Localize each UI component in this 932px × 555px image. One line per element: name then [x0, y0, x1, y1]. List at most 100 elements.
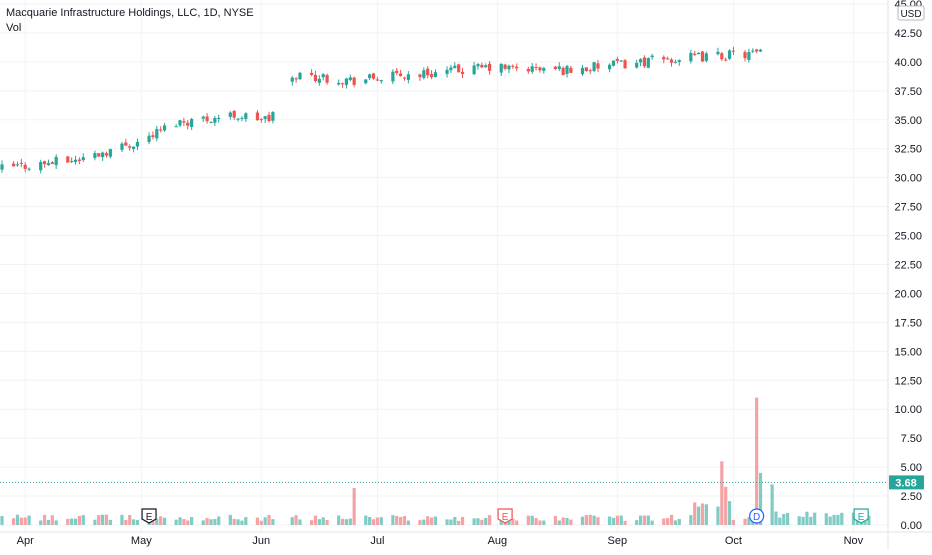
volume-bar	[162, 517, 167, 525]
candle-body	[650, 55, 654, 58]
volume-bar	[809, 516, 813, 525]
volume-bar	[321, 517, 325, 525]
candle	[650, 53, 654, 60]
last-price-badge	[889, 475, 924, 490]
candle	[623, 58, 627, 69]
volume-bar	[422, 519, 426, 525]
candle	[565, 64, 569, 78]
candle-body	[561, 67, 565, 75]
volume-bar	[445, 519, 449, 525]
volume-bar	[12, 518, 16, 525]
candle	[39, 159, 43, 174]
volume-bar	[97, 515, 101, 525]
earnings-marker: E	[497, 508, 513, 524]
candle	[580, 64, 585, 76]
earnings-marker: E	[853, 508, 869, 524]
volume-bar	[480, 519, 484, 525]
volume-bar	[433, 516, 438, 525]
candle	[511, 64, 515, 69]
candle	[642, 55, 647, 69]
candle	[81, 153, 85, 162]
candle-body	[217, 117, 221, 119]
volume-bar	[786, 512, 790, 525]
candle	[101, 151, 105, 161]
candle-body	[244, 113, 248, 119]
candle	[271, 111, 275, 124]
volume-bar	[693, 502, 697, 525]
marker-label: E	[858, 512, 865, 523]
volume-bar	[476, 518, 480, 525]
candle-body	[743, 52, 747, 59]
volume-bar	[515, 520, 519, 525]
candle	[704, 51, 708, 63]
candle-body	[716, 51, 720, 55]
candle	[619, 60, 623, 63]
candle	[97, 153, 101, 157]
volume-bar	[453, 516, 457, 525]
volume-bar	[669, 514, 674, 525]
volume-bar	[240, 520, 244, 525]
time-axis: Apr May Jun Jul Aug Sep Oct Nov	[17, 535, 864, 547]
volume-bar	[426, 516, 430, 525]
candle	[159, 126, 163, 133]
candle-body	[313, 74, 318, 82]
candle-body	[418, 74, 422, 78]
volume-bar	[290, 517, 294, 525]
candle	[46, 159, 51, 166]
volume-bar	[101, 514, 105, 525]
volume-bar	[267, 514, 271, 525]
y-tick-label: 40.00	[894, 57, 922, 69]
candle-body	[371, 73, 376, 79]
y-tick-label: 0.00	[901, 520, 922, 532]
candle	[12, 161, 16, 167]
volume-bar	[580, 516, 585, 525]
candle-body	[747, 52, 751, 60]
candle-body	[472, 65, 476, 75]
candle	[526, 66, 530, 74]
volume-bar	[364, 515, 368, 525]
y-tick-label: 5.00	[901, 462, 922, 474]
candle	[371, 72, 376, 80]
candle	[213, 115, 217, 127]
candle-body	[23, 164, 27, 169]
volume-bar	[418, 520, 422, 525]
candle	[445, 66, 449, 78]
candle-body	[27, 168, 31, 170]
volume-bar	[689, 515, 693, 525]
volume-bar	[375, 517, 379, 525]
candle	[507, 64, 511, 74]
candle	[720, 51, 724, 61]
marker-shape	[749, 508, 765, 524]
chart-legend: Macquarie Infrastructure Holdings, LLC, …	[6, 6, 254, 36]
candle	[313, 70, 318, 83]
candle-body	[340, 83, 345, 85]
volume-bar	[553, 515, 558, 525]
candle-body	[553, 66, 558, 69]
candle	[290, 76, 294, 86]
volume-bar	[650, 520, 654, 525]
candle	[174, 124, 178, 128]
volume-bar	[666, 518, 670, 525]
candle	[0, 160, 4, 173]
candle-body	[46, 163, 51, 166]
candle-body	[569, 67, 573, 73]
candle	[553, 65, 558, 71]
candle	[391, 69, 395, 85]
candle-body	[108, 149, 112, 157]
candle-body	[697, 52, 701, 55]
volume-bar	[511, 518, 515, 525]
candle-body	[259, 119, 263, 121]
candle-body	[758, 49, 763, 52]
candle	[151, 131, 155, 140]
volume-bar	[488, 515, 492, 525]
volume-bar	[755, 397, 759, 525]
y-tick-label: 12.50	[894, 375, 922, 387]
candle-body	[228, 112, 232, 117]
volume-bar	[557, 520, 561, 525]
candle	[205, 112, 209, 124]
candle	[131, 146, 136, 153]
currency-badge	[897, 5, 925, 21]
